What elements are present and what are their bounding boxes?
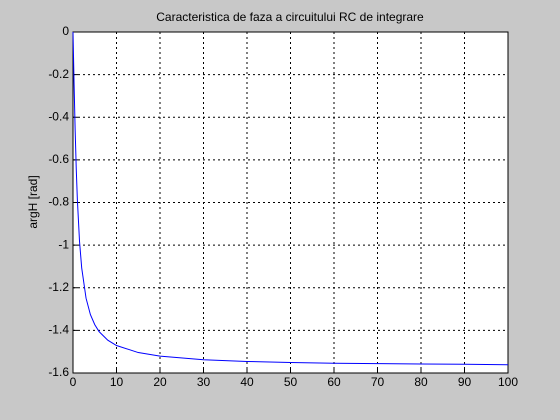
axes-box	[72, 31, 509, 374]
x-tick-label: 50	[284, 375, 298, 389]
y-tick-label: -0.8	[48, 195, 69, 209]
y-tick-label: -0.4	[48, 109, 69, 123]
x-tick-label: 90	[458, 375, 472, 389]
x-tick-label: 10	[110, 375, 124, 389]
x-tick-label: 30	[197, 375, 211, 389]
y-tick-label: -1.2	[48, 280, 69, 294]
chart-title: Caracteristica de faza a circuitului RC …	[156, 10, 424, 24]
y-tick-label: -1	[58, 237, 69, 251]
x-tick-label: 70	[371, 375, 385, 389]
x-tick-label: 40	[240, 375, 254, 389]
y-axis-label: argH [rad]	[26, 175, 40, 228]
y-tick-label: -0.2	[48, 67, 69, 81]
x-tick-label: 100	[498, 375, 518, 389]
x-tick-label: 80	[414, 375, 428, 389]
data-line	[72, 31, 509, 366]
y-tick-label: -1.4	[48, 323, 69, 337]
y-tick-label: -1.6	[48, 365, 69, 379]
y-tick-label: -0.6	[48, 152, 69, 166]
x-tick-label: 60	[327, 375, 341, 389]
x-tick-label: 20	[153, 375, 167, 389]
y-tick-label: 0	[62, 24, 69, 38]
x-tick-label: 0	[70, 375, 77, 389]
